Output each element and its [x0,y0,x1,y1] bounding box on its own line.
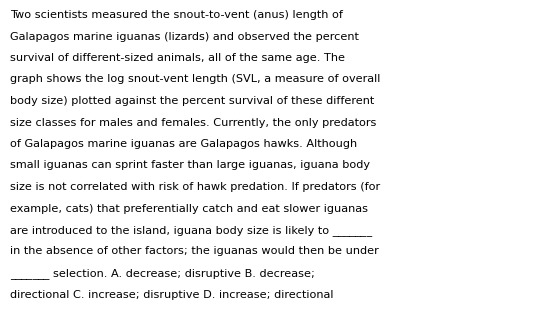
Text: are introduced to the island, iguana body size is likely to _______: are introduced to the island, iguana bod… [10,225,372,236]
Text: of Galapagos marine iguanas are Galapagos hawks. Although: of Galapagos marine iguanas are Galapago… [10,139,357,149]
Text: _______ selection. A. decrease; disruptive B. decrease;: _______ selection. A. decrease; disrupti… [10,268,315,279]
Text: directional C. increase; disruptive D. increase; directional: directional C. increase; disruptive D. i… [10,289,334,299]
Text: Two scientists measured the snout-to-vent (anus) length of: Two scientists measured the snout-to-ven… [10,10,343,20]
Text: body size) plotted against the percent survival of these different: body size) plotted against the percent s… [10,96,374,106]
Text: size is not correlated with risk of hawk predation. If predators (for: size is not correlated with risk of hawk… [10,182,380,192]
Text: in the absence of other factors; the iguanas would then be under: in the absence of other factors; the igu… [10,247,379,257]
Text: small iguanas can sprint faster than large iguanas, iguana body: small iguanas can sprint faster than lar… [10,160,370,171]
Text: survival of different-sized animals, all of the same age. The: survival of different-sized animals, all… [10,53,345,63]
Text: example, cats) that preferentially catch and eat slower iguanas: example, cats) that preferentially catch… [10,203,368,213]
Text: Galapagos marine iguanas (lizards) and observed the percent: Galapagos marine iguanas (lizards) and o… [10,31,359,42]
Text: size classes for males and females. Currently, the only predators: size classes for males and females. Curr… [10,118,377,128]
Text: graph shows the log snout-vent length (SVL, a measure of overall: graph shows the log snout-vent length (S… [10,74,381,84]
